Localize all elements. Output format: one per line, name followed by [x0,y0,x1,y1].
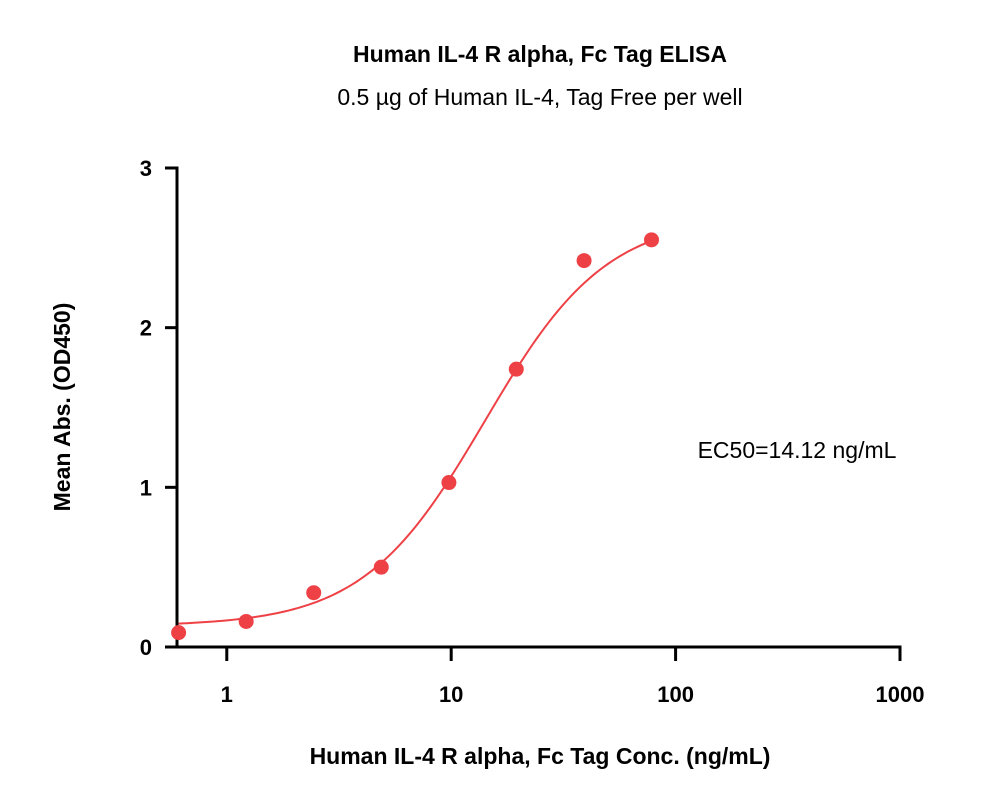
data-point [306,585,322,601]
y-tick-label: 3 [140,156,152,181]
data-point [508,361,524,377]
x-tick-label: 100 [657,682,694,707]
data-point [441,475,457,491]
y-tick-label: 1 [140,475,152,500]
data-point [373,559,389,575]
x-tick-label: 1 [221,682,233,707]
x-tick-label: 10 [439,682,463,707]
fit-curve [178,239,652,625]
y-axis-label: Mean Abs. (OD450) [49,303,75,512]
y-tick-label: 2 [140,316,152,341]
data-point [576,253,592,269]
x-axis-label: Human IL-4 R alpha, Fc Tag Conc. (ng/mL) [310,743,771,769]
x-tick-label: 1000 [876,682,925,707]
ec50-annotation: EC50=14.12 ng/mL [698,437,897,463]
data-point [171,625,187,641]
y-tick-label: 0 [140,635,152,660]
chart-title: Human IL-4 R alpha, Fc Tag ELISA [353,41,727,67]
chart-subtitle: 0.5 µg of Human IL-4, Tag Free per well [337,84,742,110]
data-point [644,232,660,248]
plot-area: 0 1 2 3 1 10 100 1000 [140,156,925,707]
data-point [238,613,254,629]
